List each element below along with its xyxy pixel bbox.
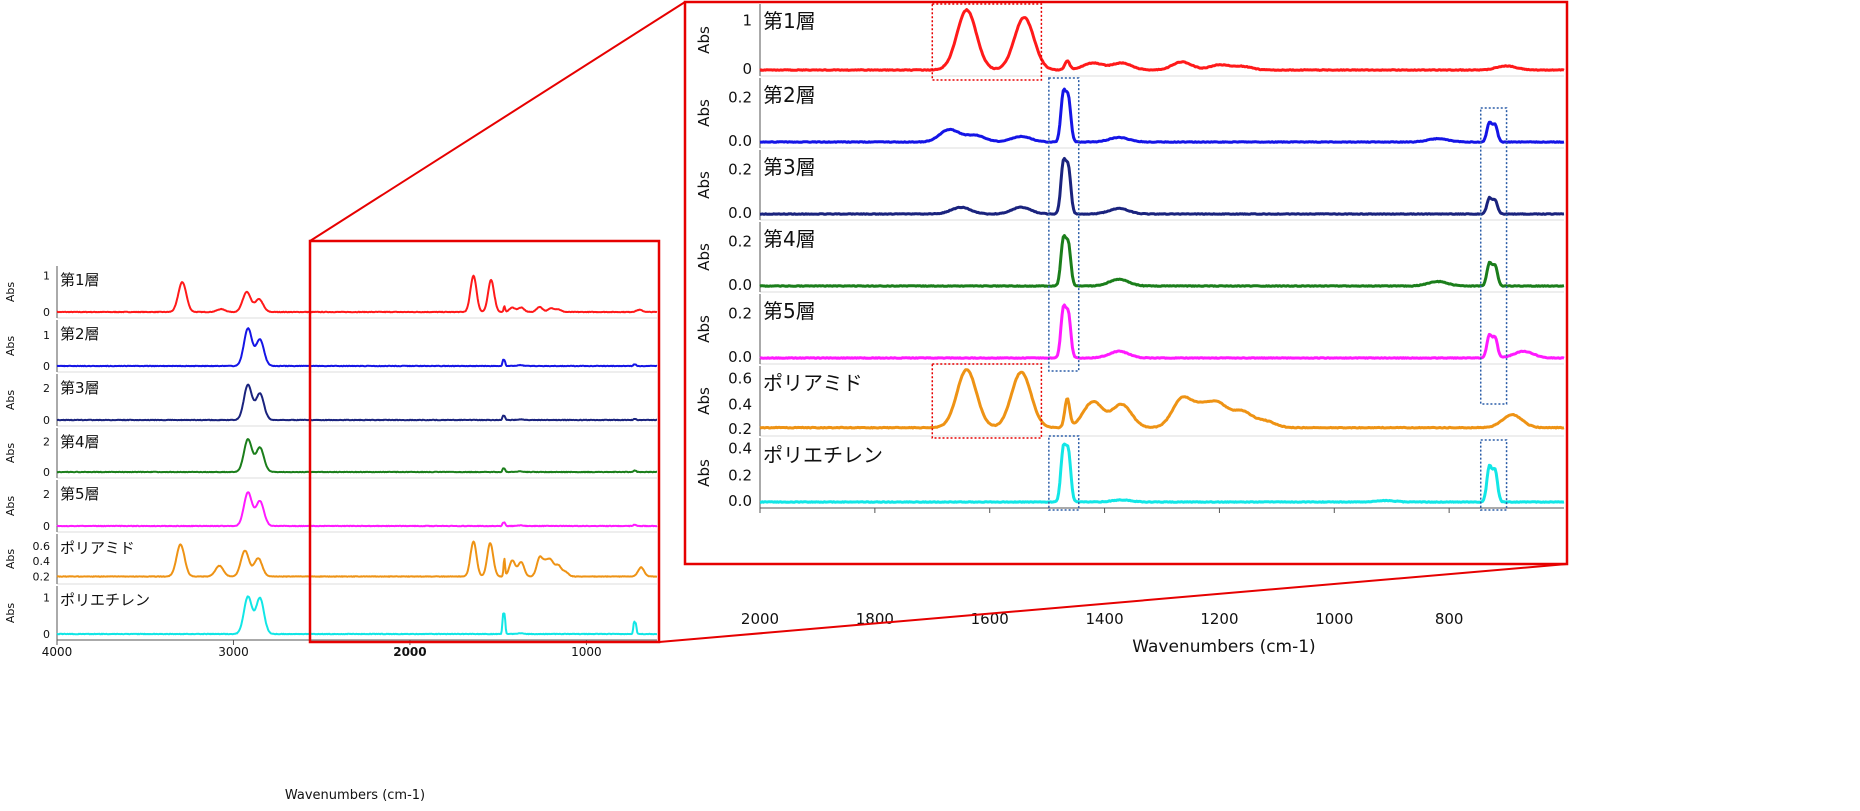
- overview-chart: 第1層 1 0 Abs 第2層 1 0 Abs 第3層 2 0 Abs 第4層 2 0 Abs 第5層 2 0 Abs…: [4, 266, 658, 659]
- series-label-2: 第2層: [60, 325, 100, 343]
- y-tick-label: 0.4: [33, 555, 51, 568]
- y-axis-label: Abs: [695, 26, 713, 54]
- zoom-chart: 第1層10Abs第2層0.20.0Abs第3層0.20.0Abs第4層0.20.…: [695, 4, 1565, 628]
- y-axis-label: Abs: [4, 390, 17, 411]
- y-tick-label: 0.0: [728, 132, 752, 150]
- y-tick-label: 2: [43, 436, 50, 449]
- y-tick-label: 0.2: [728, 233, 752, 251]
- amide-band-highlight: [931, 363, 1043, 439]
- y-tick-label: 0: [742, 60, 752, 78]
- y-axis-label: Abs: [695, 243, 713, 271]
- spectrum-line-2: [56, 327, 658, 368]
- x-tick-label: 1200: [1200, 610, 1238, 628]
- series-label-7: ポリエチレン: [60, 591, 150, 609]
- y-tick-label: 0.0: [728, 276, 752, 294]
- series-label-6: ポリアミド: [60, 539, 135, 557]
- y-tick-label: 0.2: [728, 89, 752, 107]
- series-label-4: 第4層: [60, 433, 100, 451]
- spectrum-line-5: [759, 303, 1565, 360]
- y-axis-label: Abs: [4, 603, 17, 624]
- y-tick-label: 0: [43, 466, 50, 479]
- y-tick-label: 1: [43, 270, 50, 283]
- zoom-connector-top: [309, 1, 686, 242]
- spectrum-line-2: [759, 87, 1565, 144]
- y-axis-label: Abs: [695, 315, 713, 343]
- series-label-5: 第5層: [763, 299, 816, 323]
- y-axis-label: Abs: [4, 282, 17, 303]
- spectrum-line-7: [56, 595, 658, 636]
- y-axis-label: Abs: [695, 171, 713, 199]
- y-axis-label: Abs: [4, 549, 17, 570]
- y-tick-label: 0.2: [728, 466, 752, 484]
- y-tick-label: 0: [43, 306, 50, 319]
- x-tick-label: 2000: [741, 610, 779, 628]
- x-tick-label: 3000: [218, 645, 249, 659]
- overview-x-axis-label: Wavenumbers (cm-1): [285, 788, 425, 803]
- spectrum-line-6: [56, 540, 658, 578]
- annotation-overlays: [308, 0, 1569, 644]
- x-tick-label: 1400: [1085, 610, 1123, 628]
- spectrum-line-4: [56, 438, 658, 474]
- y-axis-label: Abs: [4, 443, 17, 464]
- series-label-2: 第2層: [763, 83, 816, 107]
- zoom-connector-bottom: [658, 563, 1568, 643]
- y-tick-label: 1: [43, 329, 50, 342]
- y-tick-label: 0.0: [728, 204, 752, 222]
- series-label-6: ポリアミド: [763, 371, 863, 395]
- spectrum-line-1: [759, 8, 1565, 72]
- y-tick-label: 0: [43, 414, 50, 427]
- series-label-5: 第5層: [60, 485, 100, 503]
- series-label-4: 第4層: [763, 227, 816, 251]
- x-tick-label: 4000: [42, 645, 73, 659]
- zoom-region-box: [308, 239, 661, 644]
- spectrum-line-7: [759, 442, 1565, 504]
- y-tick-label: 0.2: [33, 570, 51, 583]
- spectrum-line-6: [759, 368, 1565, 430]
- x-tick-label: 1000: [1315, 610, 1353, 628]
- y-tick-label: 0.6: [33, 540, 51, 553]
- y-tick-label: 1: [742, 11, 752, 29]
- y-tick-label: 0.6: [728, 370, 752, 388]
- spectrum-line-3: [759, 157, 1565, 216]
- series-label-7: ポリエチレン: [763, 443, 883, 467]
- y-tick-label: 0: [43, 628, 50, 641]
- y-tick-label: 2: [43, 488, 50, 501]
- y-tick-label: 1: [43, 591, 50, 604]
- series-label-1: 第1層: [763, 9, 816, 33]
- zoom-panel-frame: [683, 0, 1569, 566]
- y-tick-label: 2: [43, 382, 50, 395]
- y-axis-label: Abs: [695, 459, 713, 487]
- series-label-3: 第3層: [763, 155, 816, 179]
- y-tick-label: 0.2: [728, 161, 752, 179]
- series-label-3: 第3層: [60, 379, 100, 397]
- y-axis-label: Abs: [695, 387, 713, 415]
- y-axis-label: Abs: [695, 99, 713, 127]
- x-tick-label: 1000: [571, 645, 602, 659]
- spectrum-line-5: [56, 491, 658, 528]
- y-tick-label: 0: [43, 520, 50, 533]
- x-tick-label: 800: [1435, 610, 1464, 628]
- amide-band-highlight: [931, 3, 1043, 81]
- spectrum-line-3: [56, 383, 658, 422]
- spectrum-line-1: [56, 274, 658, 314]
- y-tick-label: 0: [43, 360, 50, 373]
- zoom-x-axis-label: Wavenumbers (cm-1): [1132, 637, 1315, 657]
- series-label-1: 第1層: [60, 271, 100, 289]
- y-axis-label: Abs: [4, 496, 17, 517]
- y-tick-label: 0.4: [728, 439, 752, 457]
- methylene-band-highlight: [1048, 77, 1080, 372]
- y-tick-label: 0.2: [728, 420, 752, 438]
- spectrum-line-4: [759, 234, 1565, 288]
- y-axis-label: Abs: [4, 336, 17, 357]
- y-tick-label: 0.4: [728, 396, 752, 414]
- y-tick-label: 0.2: [728, 305, 752, 323]
- rocking-band-highlight: [1479, 107, 1508, 405]
- rocking-band-highlight: [1479, 439, 1508, 511]
- x-tick-label: 2000: [393, 645, 426, 659]
- y-tick-label: 0.0: [728, 492, 752, 510]
- y-tick-label: 0.0: [728, 348, 752, 366]
